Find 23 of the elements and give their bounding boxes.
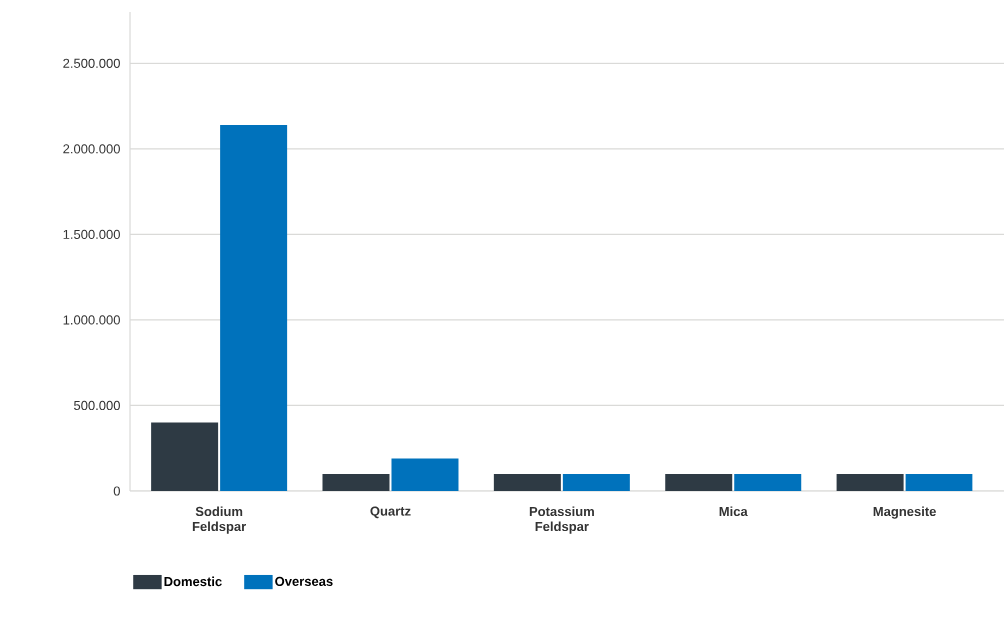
bar [391, 458, 459, 491]
y-tick-label: 1.500.000 [63, 229, 120, 239]
bar [562, 473, 630, 491]
bar [905, 473, 973, 491]
y-tick-label: 1.000.000 [63, 315, 120, 325]
bar [665, 473, 733, 491]
x-tick-label: Sodium Feldspar [192, 506, 247, 534]
legend-label: Domestic [164, 576, 222, 587]
x-tick-label: Potassium Feldspar [529, 506, 594, 534]
bar [493, 473, 561, 491]
y-tick-label: 500.000 [74, 400, 120, 411]
legend-label: Overseas [275, 576, 333, 586]
y-tick-label: 2.500.000 [63, 58, 120, 68]
bar [322, 473, 390, 491]
y-tick-label: 0 [113, 486, 120, 496]
bar [220, 124, 288, 491]
x-tick-label: Magnesite [873, 506, 936, 519]
bar [151, 422, 219, 491]
y-tick-label: 2.000.000 [63, 144, 120, 154]
x-tick-label: Mica [719, 506, 748, 517]
x-tick-label: Quartz [370, 506, 411, 519]
bar [836, 473, 904, 491]
bar [734, 473, 802, 491]
